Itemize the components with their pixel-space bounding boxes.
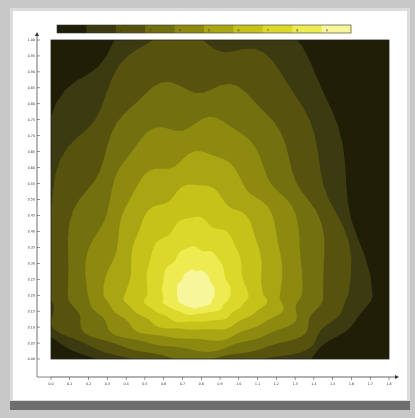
y-tick-label: 0.55: [28, 182, 35, 186]
y-tick-label: 0.00: [28, 357, 35, 361]
x-tick-label: 1.7: [368, 382, 373, 386]
y-tick-label: 0.10: [28, 325, 35, 329]
colorbar-tick-label: 5: [208, 29, 210, 33]
y-tick-label: 0.40: [28, 230, 35, 234]
colorbar-swatch: [115, 25, 146, 33]
y-tick-label: 0.75: [28, 118, 35, 122]
x-tick-label: 0.4: [123, 382, 128, 386]
x-tick-label: 1.6: [349, 382, 354, 386]
window-bottom-bar: [10, 401, 410, 410]
contour-band-level-9: [176, 269, 215, 309]
y-tick-label: 0.80: [28, 102, 35, 106]
contour-plot-area: [50, 39, 390, 360]
x-tick-label: 0.0: [48, 382, 53, 386]
colorbar-tick-label: 2: [120, 29, 122, 33]
x-tick-label: 1.0: [236, 382, 241, 386]
colorbar-tick-label: 9: [326, 29, 328, 33]
colorbar-swatch: [292, 25, 323, 33]
colorbar-swatch: [321, 25, 352, 33]
colorbar-tick-label: 7: [267, 29, 269, 33]
plot-border: [50, 39, 390, 360]
colorbar-swatch: [204, 25, 234, 33]
y-tick-label: 0.90: [28, 70, 35, 74]
x-tick-label: 0.2: [86, 382, 91, 386]
y-tick-label: 0.70: [28, 134, 35, 138]
x-tick-label: 0.6: [161, 382, 166, 386]
x-tick-label: 1.1: [255, 382, 260, 386]
axes: 0.000.050.100.150.200.250.300.350.400.45…: [28, 32, 399, 386]
x-tick-label: 1.5: [330, 382, 335, 386]
colorbar-swatch: [145, 25, 176, 33]
contour-bands: [51, 40, 389, 359]
x-tick-label: 1.4: [311, 382, 316, 386]
y-tick-label: 0.50: [28, 198, 35, 202]
colorbar-swatch: [174, 25, 205, 33]
colorbar-tick-label: 0: [61, 29, 63, 33]
colorbar: 0 1 2 3 4 5 6 7 8 9: [56, 24, 352, 34]
x-tick-label: 0.5: [142, 382, 147, 386]
y-tick-label: 0.20: [28, 293, 35, 297]
x-tick-label: 0.3: [105, 382, 110, 386]
y-tick-label: 0.95: [28, 54, 35, 58]
x-tick-label: 0.8: [199, 382, 204, 386]
x-tick-label: 0.7: [180, 382, 185, 386]
x-tick-label: 0.1: [67, 382, 72, 386]
y-tick-label: 0.30: [28, 262, 35, 266]
colorbar-tick-label: 8: [296, 29, 298, 33]
y-tick-label: 0.85: [28, 86, 35, 90]
colorbar-tick-label: 4: [179, 29, 182, 33]
y-tick-label: 0.15: [28, 309, 35, 313]
y-tick-label: 0.05: [28, 341, 35, 345]
y-tick-label: 0.35: [28, 246, 35, 250]
y-tick-label: 1.00: [28, 38, 35, 42]
y-tick-label: 0.65: [28, 150, 35, 154]
colorbar-swatch: [262, 25, 293, 33]
y-axis-arrow: [35, 32, 39, 36]
y-tick-label: 0.60: [28, 166, 35, 170]
colorbar-swatch: [57, 25, 87, 33]
colorbar-tick-label: 6: [237, 29, 239, 33]
colorbar-swatch: [233, 25, 264, 33]
colorbar-swatch: [86, 25, 117, 33]
y-tick-label: 0.45: [28, 214, 35, 218]
x-tick-label: 1.8: [386, 382, 391, 386]
colorbar-tick-label: 1: [90, 29, 92, 33]
colorbar-tick-label: 3: [149, 29, 151, 33]
x-tick-label: 1.3: [292, 382, 297, 386]
colorbar-border: [56, 24, 352, 34]
x-tick-label: 0.9: [217, 382, 222, 386]
x-axis-arrow: [395, 375, 399, 379]
x-tick-label: 1.2: [274, 382, 279, 386]
y-tick-label: 0.25: [28, 277, 35, 281]
